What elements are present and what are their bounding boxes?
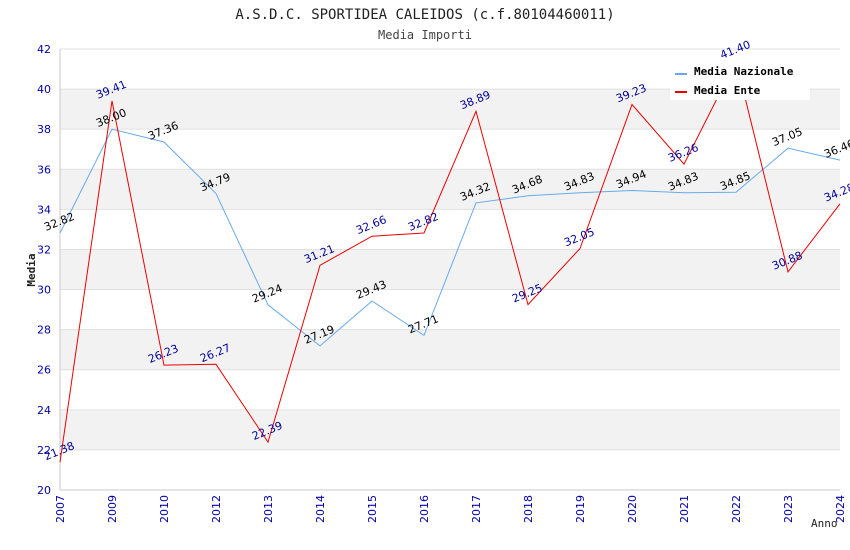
y-tick-labels: 20 22 24 26 28 30 32 34 36 38 40 42 (37, 43, 51, 497)
y-tick-label: 30 (37, 284, 51, 297)
y-tick-label: 20 (37, 484, 51, 497)
y-tick-label: 36 (37, 163, 51, 176)
x-tick-label: 2019 (574, 495, 587, 523)
x-tick-label: 2018 (522, 495, 535, 523)
x-tick-label: 2012 (210, 495, 223, 523)
y-tick-label: 24 (37, 404, 51, 417)
y-tick-label: 34 (37, 203, 51, 216)
x-tick-label: 2013 (262, 495, 275, 523)
grid-band (60, 409, 840, 450)
x-tick-label: 2022 (730, 495, 743, 523)
y-tick-label: 42 (37, 43, 51, 56)
grid-band (60, 129, 840, 170)
grid-band (60, 369, 840, 410)
x-tick-label: 2016 (418, 495, 431, 523)
legend: Media Nazionale Media Ente (670, 60, 810, 100)
series-lines (59, 59, 841, 463)
grid-bands (60, 49, 840, 490)
grid-band (60, 169, 840, 210)
chart-title: A.S.D.C. SPORTIDEA CALEIDOS (c.f.8010446… (235, 7, 614, 23)
grid-band (60, 209, 840, 250)
x-tick-label: 2014 (314, 495, 327, 523)
x-tick-label: 2015 (366, 495, 379, 523)
y-tick-label: 26 (37, 364, 51, 377)
legend-label-media-nazionale: Media Nazionale (694, 65, 794, 78)
y-axis-title: Media (25, 253, 38, 286)
x-tick-label: 2021 (678, 495, 691, 523)
y-tick-label: 28 (37, 324, 51, 337)
y-tick-label: 40 (37, 83, 51, 96)
grid-band (60, 449, 840, 490)
grid-band (60, 289, 840, 330)
x-tick-label: 2009 (106, 495, 119, 523)
x-tick-label: 2024 (834, 495, 847, 523)
x-tick-label: 2023 (782, 495, 795, 523)
series-line-media-ente (59, 59, 841, 463)
series-line-media-nazionale (59, 128, 841, 347)
x-tick-label: 2010 (158, 495, 171, 523)
legend-box (670, 60, 810, 100)
chart-subtitle: Media Importi (378, 28, 472, 42)
y-tick-label: 38 (37, 123, 51, 136)
grid-band (60, 329, 840, 370)
legend-label-media-ente: Media Ente (694, 84, 761, 97)
x-tick-label: 2020 (626, 495, 639, 523)
x-tick-labels: 2007 2009 2010 2012 2013 2014 2015 2016 2017 2018… (54, 495, 847, 523)
y-tick-label: 32 (37, 243, 51, 256)
x-tick-label: 2017 (470, 495, 483, 523)
x-axis-title: Anno (811, 517, 838, 530)
x-tick-label: 2007 (54, 495, 67, 523)
y-tick-label: 22 (37, 444, 51, 457)
